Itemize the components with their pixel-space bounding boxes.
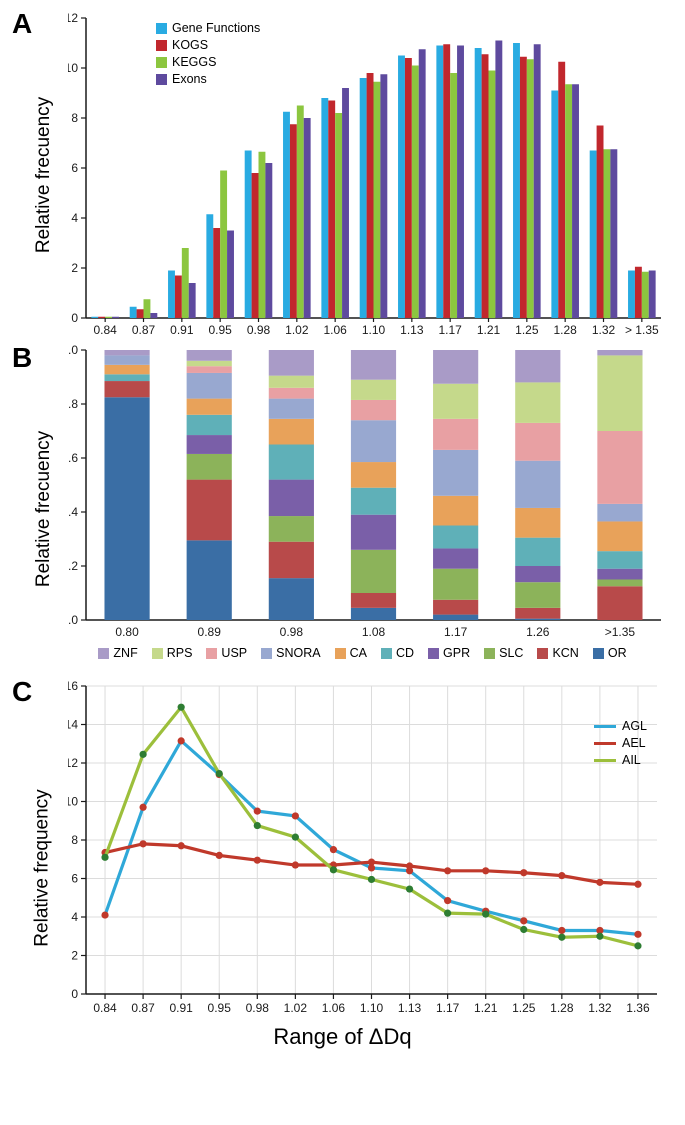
panel-c-ylabel: Relative frequency (32, 789, 54, 946)
svg-text:4: 4 (71, 211, 78, 225)
svg-text:> 1.35: > 1.35 (625, 323, 659, 337)
svg-text:1.28: 1.28 (550, 1001, 574, 1015)
svg-text:10: 10 (68, 61, 78, 75)
svg-text:0.4: 0.4 (68, 505, 78, 519)
svg-text:1.21: 1.21 (474, 1001, 498, 1015)
svg-text:14: 14 (68, 718, 78, 732)
svg-text:1.21: 1.21 (477, 323, 501, 337)
panel-c: C Relative frequency 0 2 4 6 8 10 12 14 16 0.84 0.… (10, 678, 675, 1058)
svg-text:0.84: 0.84 (93, 323, 117, 337)
svg-text:1.0: 1.0 (68, 344, 78, 357)
svg-text:1.02: 1.02 (284, 1001, 308, 1015)
svg-text:6: 6 (71, 872, 78, 886)
panel-b-chart: 0.0 0.2 0.4 0.6 0.8 1.0 0.80 0.89 0.98 1.08 1.17 1.… (68, 344, 665, 642)
svg-text:1.25: 1.25 (512, 1001, 536, 1015)
svg-text:0.6: 0.6 (68, 451, 78, 465)
panel-a-ylabel: Relative frecuency (33, 97, 55, 253)
panel-b-label: B (12, 342, 32, 374)
svg-text:8: 8 (71, 111, 78, 125)
svg-text:1.17: 1.17 (444, 625, 468, 639)
panel-c-xlabel: Range of ΔDq (10, 1024, 675, 1050)
panel-a-label: A (12, 8, 32, 40)
svg-text:10: 10 (68, 795, 78, 809)
svg-text:0.80: 0.80 (115, 625, 139, 639)
panel-c-chart: 0 2 4 6 8 10 12 14 16 0.84 0.87 0.91 0.95 0.98 1.02 1.0… (68, 678, 665, 1018)
svg-text:8: 8 (71, 833, 78, 847)
svg-text:0.8: 0.8 (68, 397, 78, 411)
panel-a: A Relative frecuency 0 2 4 6 8 10 12 0.84 0.87 0.… (10, 10, 675, 340)
svg-text:0: 0 (71, 311, 78, 325)
panel-a-chart: 0 2 4 6 8 10 12 0.84 0.87 0.91 0.95 0.98 1.02 1.06 1.1… (68, 10, 665, 340)
svg-text:1.10: 1.10 (360, 1001, 384, 1015)
svg-text:0.95: 0.95 (208, 1001, 232, 1015)
svg-text:1.17: 1.17 (438, 323, 462, 337)
svg-text:4: 4 (71, 910, 78, 924)
svg-text:1.06: 1.06 (323, 323, 347, 337)
svg-text:0.84: 0.84 (93, 1001, 117, 1015)
panel-b-legend: ZNFRPSUSPSNORACACDGPRSLCKCNOR (50, 646, 675, 660)
svg-text:1.28: 1.28 (553, 323, 577, 337)
svg-text:2: 2 (71, 949, 78, 963)
svg-text:1.13: 1.13 (398, 1001, 422, 1015)
svg-text:0.89: 0.89 (198, 625, 222, 639)
svg-text:0.95: 0.95 (208, 323, 232, 337)
svg-text:0.87: 0.87 (131, 1001, 155, 1015)
svg-text:0.91: 0.91 (169, 1001, 193, 1015)
svg-text:1.02: 1.02 (285, 323, 309, 337)
svg-text:16: 16 (68, 679, 78, 693)
svg-text:2: 2 (71, 261, 78, 275)
panel-b: B Relative frecuency 0.00.20.40.60.81.00… (10, 344, 675, 674)
svg-text:12: 12 (68, 756, 78, 770)
svg-text:0.0: 0.0 (68, 613, 78, 627)
svg-text:1.06: 1.06 (322, 1001, 346, 1015)
svg-text:>1.35: >1.35 (605, 625, 636, 639)
svg-text:0.91: 0.91 (170, 323, 194, 337)
svg-text:0.2: 0.2 (68, 559, 78, 573)
svg-text:1.17: 1.17 (436, 1001, 460, 1015)
svg-text:1.32: 1.32 (588, 1001, 612, 1015)
figure: A Relative frecuency 0246810120.840.870.… (10, 10, 675, 1058)
svg-text:1.08: 1.08 (362, 625, 386, 639)
svg-text:1.25: 1.25 (515, 323, 539, 337)
svg-text:1.10: 1.10 (362, 323, 386, 337)
svg-text:1.26: 1.26 (526, 625, 550, 639)
svg-text:0.98: 0.98 (247, 323, 271, 337)
svg-text:1.36: 1.36 (626, 1001, 650, 1015)
svg-text:1.32: 1.32 (592, 323, 616, 337)
panel-a-legend: Gene FunctionsKOGSKEGGSExons (156, 20, 260, 88)
svg-text:0.87: 0.87 (132, 323, 156, 337)
svg-text:6: 6 (71, 161, 78, 175)
svg-text:0.98: 0.98 (280, 625, 304, 639)
svg-text:12: 12 (68, 11, 78, 25)
svg-text:1.13: 1.13 (400, 323, 424, 337)
panel-b-ylabel: Relative frecuency (33, 431, 55, 587)
svg-text:0.98: 0.98 (246, 1001, 270, 1015)
panel-c-label: C (12, 676, 32, 708)
svg-text:0: 0 (71, 987, 78, 1001)
panel-c-legend: AGLAELAIL (594, 718, 647, 769)
